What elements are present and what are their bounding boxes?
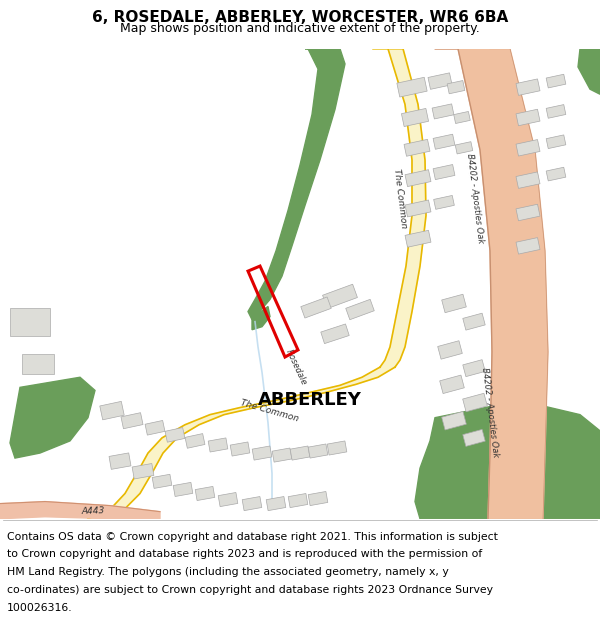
Bar	[516, 109, 540, 126]
Bar	[173, 482, 193, 496]
Bar	[327, 441, 347, 455]
Bar	[397, 78, 427, 97]
Bar	[454, 111, 470, 124]
Bar	[442, 411, 466, 430]
Bar	[516, 172, 540, 188]
Bar	[132, 464, 154, 479]
Bar	[152, 474, 172, 488]
Bar	[546, 104, 566, 118]
Polygon shape	[252, 306, 270, 330]
Bar	[288, 494, 308, 508]
Bar	[10, 308, 50, 336]
Bar	[440, 375, 464, 394]
Text: to Crown copyright and database rights 2023 and is reproduced with the permissio: to Crown copyright and database rights 2…	[7, 549, 482, 559]
Polygon shape	[415, 401, 600, 519]
Bar	[121, 412, 143, 429]
Bar	[463, 359, 485, 377]
Bar	[22, 354, 54, 374]
Text: The Common: The Common	[392, 168, 408, 229]
Text: co-ordinates) are subject to Crown copyright and database rights 2023 Ordnance S: co-ordinates) are subject to Crown copyr…	[7, 585, 493, 595]
Bar	[252, 446, 272, 460]
Text: Contains OS data © Crown copyright and database right 2021. This information is : Contains OS data © Crown copyright and d…	[7, 531, 498, 541]
Bar	[109, 453, 131, 469]
Bar	[323, 284, 358, 309]
Polygon shape	[435, 49, 548, 519]
Bar	[165, 428, 185, 442]
Bar	[405, 169, 431, 187]
Bar	[428, 73, 452, 89]
Text: The Common: The Common	[240, 398, 300, 423]
Bar	[321, 324, 349, 344]
Bar	[516, 139, 540, 156]
Bar	[463, 313, 485, 330]
Text: HM Land Registry. The polygons (including the associated geometry, namely x, y: HM Land Registry. The polygons (includin…	[7, 568, 449, 578]
Text: ABBERLEY: ABBERLEY	[258, 391, 362, 409]
Bar	[433, 164, 455, 179]
Bar	[266, 496, 286, 511]
Text: A443: A443	[81, 506, 105, 516]
Bar	[145, 421, 165, 435]
Bar	[516, 238, 540, 254]
Bar	[433, 134, 455, 149]
Bar	[437, 341, 463, 359]
Bar	[405, 200, 431, 217]
Bar	[208, 438, 228, 452]
Bar	[308, 491, 328, 506]
Bar	[272, 448, 292, 462]
Bar	[242, 496, 262, 511]
Text: Map shows position and indicative extent of the property.: Map shows position and indicative extent…	[120, 22, 480, 35]
Bar	[463, 429, 485, 446]
Text: B4202 - Apostles Oak: B4202 - Apostles Oak	[465, 153, 485, 244]
Bar	[301, 297, 331, 318]
Bar	[516, 204, 540, 221]
Bar	[346, 299, 374, 320]
Bar	[447, 81, 465, 94]
Bar	[546, 168, 566, 181]
Bar	[195, 486, 215, 501]
Bar	[185, 434, 205, 448]
Bar	[432, 104, 454, 119]
Text: 6, ROSEDALE, ABBERLEY, WORCESTER, WR6 6BA: 6, ROSEDALE, ABBERLEY, WORCESTER, WR6 6B…	[92, 10, 508, 25]
Polygon shape	[578, 49, 600, 94]
Polygon shape	[10, 378, 95, 458]
Polygon shape	[0, 502, 160, 519]
Bar	[434, 196, 454, 209]
Polygon shape	[248, 49, 345, 319]
Bar	[405, 231, 431, 248]
Text: 100026316.: 100026316.	[7, 603, 73, 613]
Bar	[290, 446, 310, 460]
Bar	[455, 142, 473, 154]
Text: B4202 - Apostles Oak: B4202 - Apostles Oak	[480, 367, 500, 458]
Bar	[546, 135, 566, 149]
Bar	[401, 108, 428, 126]
Bar	[230, 442, 250, 456]
Bar	[442, 294, 466, 312]
Polygon shape	[373, 49, 426, 367]
Bar	[546, 74, 566, 88]
Text: Rosedale: Rosedale	[284, 348, 308, 386]
Bar	[516, 79, 540, 96]
Bar	[308, 444, 328, 458]
Bar	[100, 401, 124, 420]
Bar	[218, 492, 238, 507]
Polygon shape	[88, 367, 395, 519]
Bar	[463, 393, 487, 412]
Bar	[404, 139, 430, 156]
